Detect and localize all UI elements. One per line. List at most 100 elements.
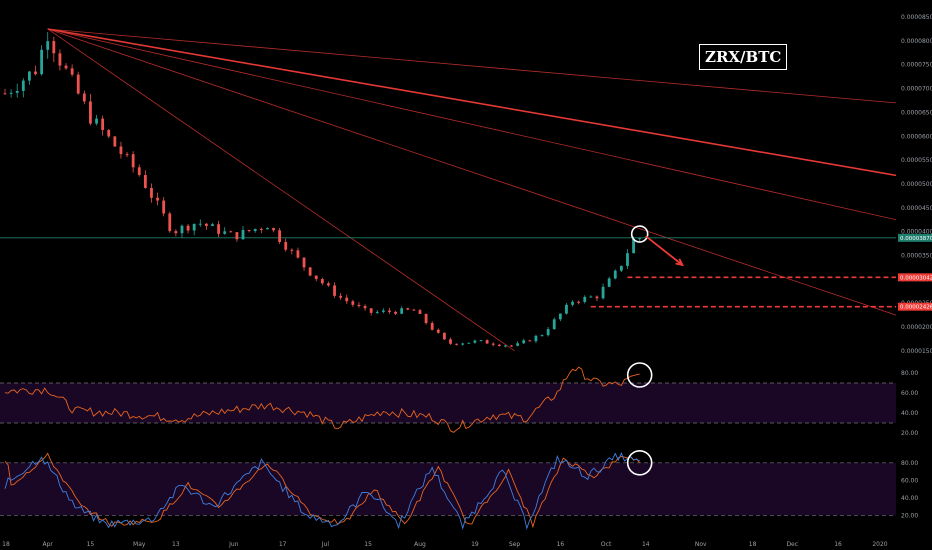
stoch-highlight-circle [626, 449, 653, 476]
time-tick-label: 15 [87, 541, 95, 548]
candle-body [308, 267, 312, 276]
trendline [47, 28, 897, 104]
time-tick-label: 15 [364, 541, 372, 548]
time-tick-label: Jun [228, 541, 239, 548]
candle-body [278, 230, 282, 243]
candle-body [430, 323, 434, 330]
candle-body [345, 297, 349, 302]
candle-body [266, 228, 269, 230]
candle-body [284, 242, 288, 250]
candle-body [235, 232, 239, 240]
candle-body [296, 250, 300, 258]
candle-body [113, 136, 117, 147]
candle-body [436, 329, 440, 333]
candle-body [394, 311, 397, 314]
annotations [626, 225, 685, 476]
stoch-k-line [4, 452, 640, 530]
candle-body [180, 225, 184, 234]
candle-body [577, 301, 581, 303]
candle-body [162, 200, 166, 214]
price-tag: 0.00002426 [898, 302, 932, 311]
candle-body [613, 270, 617, 279]
candle-body [119, 146, 123, 155]
candle-body [253, 228, 257, 232]
candle-body [491, 343, 495, 345]
candle-body [375, 311, 379, 313]
candlesticks [3, 32, 642, 348]
candle-body [34, 71, 37, 75]
candle-body [143, 175, 147, 188]
candle-body [388, 310, 391, 312]
candle-body [125, 154, 129, 156]
rsi-line [4, 366, 640, 433]
price-highlight-circle [630, 225, 649, 243]
rsi-tick-label: 40.00 [901, 410, 918, 417]
candle-body [131, 154, 135, 168]
time-tick-label: 18 [749, 541, 757, 548]
candle-body [485, 340, 489, 344]
candle-body [82, 93, 86, 102]
candle-body [302, 257, 306, 268]
candle-body [473, 340, 477, 343]
candle-body [198, 223, 202, 225]
candle-body [3, 93, 7, 95]
candle-body [497, 344, 501, 346]
price-level-lines [0, 237, 896, 308]
candle-body [479, 340, 483, 342]
rsi-tick-label: 80.00 [901, 370, 918, 377]
time-tick-label: 16 [557, 541, 565, 548]
candle-body [558, 313, 562, 320]
candle-body [583, 296, 587, 302]
time-tick-label: 13 [172, 541, 180, 548]
candle-body [64, 65, 68, 69]
candle-body [186, 225, 190, 231]
candle-body [449, 339, 452, 344]
candle-body [174, 231, 178, 234]
candle-body [461, 343, 465, 345]
time-tick-label: Oct [601, 541, 612, 548]
candle-body [95, 118, 98, 124]
candle-body [241, 230, 245, 240]
candle-body [320, 279, 324, 284]
time-tick-label: 18 [2, 541, 10, 548]
candle-body [259, 228, 263, 230]
rsi-highlight-circle [626, 362, 653, 388]
stochastic-panel [0, 452, 896, 530]
candle-body [217, 224, 220, 234]
trendline [47, 28, 897, 316]
candle-body [15, 90, 19, 93]
candle-body [619, 265, 623, 271]
candle-body [21, 80, 25, 91]
candle-body [290, 249, 294, 251]
trendline [47, 28, 897, 177]
candle-body [40, 49, 44, 75]
candle-body [626, 253, 629, 266]
candle-body [571, 301, 574, 305]
candle-body [369, 308, 373, 313]
candle-body [223, 231, 227, 234]
trendline [47, 28, 897, 221]
candle-body [632, 238, 635, 254]
candle-body [589, 296, 593, 298]
candle-body [381, 310, 385, 312]
price-tag: 0.00003042 [898, 273, 932, 282]
price-tag: 0.00003870 [898, 233, 932, 242]
candle-body [168, 213, 172, 232]
candle-body [357, 304, 361, 307]
time-tick-label: 19 [471, 541, 479, 548]
price-tag-label: 0.00002426 [900, 305, 932, 311]
candle-body [211, 224, 214, 226]
candle-body [70, 68, 74, 75]
candle-body [107, 130, 111, 137]
candle-body [229, 231, 233, 233]
candle-body [314, 275, 318, 280]
candle-body [89, 101, 92, 124]
